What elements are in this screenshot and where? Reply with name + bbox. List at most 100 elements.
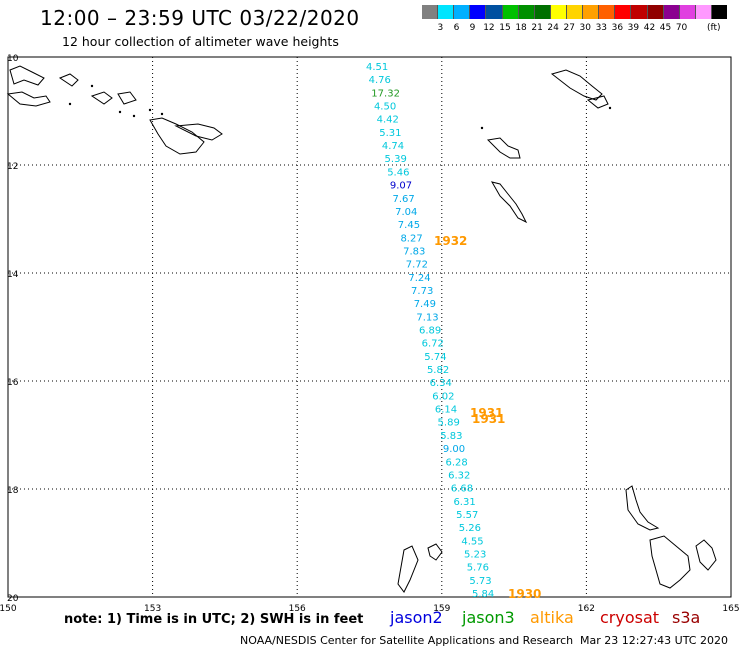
wave-height-reading: 7.67 — [393, 194, 415, 205]
wave-height-reading: 6.89 — [419, 326, 441, 337]
islet — [148, 108, 152, 112]
legend-swatch — [485, 5, 502, 19]
legend-tick-label: 3 — [437, 23, 444, 33]
satellite-label: s3a — [672, 608, 701, 627]
wave-height-reading: 7.72 — [406, 260, 428, 271]
legend-swatch — [614, 5, 631, 19]
wave-height-reading: 5.57 — [456, 510, 478, 521]
color-legend: (ft) 3 6 9 12 15 18 21 24 27 30 33 36 39 42 45 70 — [422, 5, 728, 38]
coastline — [6, 91, 51, 107]
legend-swatch — [437, 5, 454, 19]
legend-tick-label: 21 — [531, 23, 543, 33]
coastline — [58, 73, 79, 87]
legend-swatch — [533, 5, 550, 19]
coastline — [397, 545, 419, 593]
legend-swatch — [582, 5, 599, 19]
legend-tick-label: 33 — [595, 23, 608, 33]
wave-height-reading: 7.13 — [416, 312, 438, 323]
wave-height-reading: 5.31 — [379, 128, 401, 139]
islet — [160, 112, 164, 116]
wave-height-reading: 5.76 — [467, 563, 489, 574]
pass-time-marker: 1931 — [472, 412, 505, 426]
map-frame — [7, 56, 732, 598]
wave-height-reading: 5.26 — [459, 523, 481, 534]
wave-height-reading: 17.32 — [371, 88, 400, 99]
legend-tick-label: 42 — [643, 23, 656, 33]
lat-label: 10 — [7, 54, 19, 64]
lon-label: 150 — [0, 604, 17, 614]
coastline — [649, 535, 691, 589]
wave-height-reading: 6.72 — [422, 339, 444, 350]
wave-height-reading: 9.00 — [443, 444, 465, 455]
wave-height-reading: 4.50 — [374, 102, 396, 113]
wave-height-reading: 7.73 — [411, 286, 433, 297]
coastline — [149, 117, 205, 155]
legend-swatch — [678, 5, 695, 19]
islet — [608, 106, 612, 110]
wave-height-reading: 4.74 — [382, 141, 404, 152]
coastline — [586, 95, 609, 109]
wave-height-reading: 6.14 — [435, 405, 457, 416]
generated-timestamp: Mar 23 12:27:43 UTC 2020 — [580, 634, 728, 647]
coastline — [9, 65, 45, 86]
legend-swatch — [646, 5, 663, 19]
footer-note: note: 1) Time is in UTC; 2) SWH is in fe… — [64, 612, 364, 627]
legend-tick-label: 30 — [579, 23, 591, 33]
page-subtitle: 12 hour collection of altimeter wave hei… — [62, 34, 339, 49]
wave-height-reading: 6.32 — [448, 470, 470, 481]
coastline — [490, 181, 528, 224]
wave-height-reading: 5.46 — [387, 167, 409, 178]
pass-time-marker: 1931 — [470, 406, 503, 420]
wave-height-reading: 6.34 — [430, 378, 452, 389]
lon-label: 153 — [144, 604, 161, 614]
wave-height-reading: 7.49 — [414, 299, 436, 310]
pass-time-marker: 1932 — [434, 234, 467, 248]
legend-color-bar — [422, 5, 728, 19]
legend-tick-label: 36 — [611, 23, 624, 33]
legend-tick-label: 12 — [483, 23, 495, 33]
lon-label: 159 — [433, 604, 450, 614]
legend-tick-label: 24 — [547, 23, 559, 33]
wave-height-reading: 5.84 — [472, 589, 494, 600]
legend-tick-label: 70 — [675, 23, 688, 33]
lat-label: 20 — [7, 594, 19, 604]
wave-height-reading: 6.68 — [451, 484, 473, 495]
wave-height-reading: 4.51 — [366, 62, 388, 73]
legend-swatch — [710, 5, 728, 19]
legend-tick-label: 9 — [469, 23, 476, 33]
satellite-label: jason2 — [390, 608, 443, 627]
wave-height-reading: 5.23 — [464, 549, 486, 560]
legend-tick-label: 18 — [515, 23, 527, 33]
lon-label: 156 — [289, 604, 306, 614]
coastline — [695, 539, 717, 571]
legend-swatch — [517, 5, 534, 19]
coastline — [486, 137, 521, 159]
lat-label: 14 — [7, 270, 19, 280]
islet — [132, 114, 136, 118]
credit-text: NOAA/NESDIS Center for Satellite Applica… — [240, 634, 574, 647]
lon-label: 162 — [578, 604, 595, 614]
legend-swatch — [662, 5, 679, 19]
pass-time-marker: 1930 — [508, 587, 541, 601]
islet — [90, 84, 94, 88]
wave-height-reading: 5.74 — [424, 352, 446, 363]
coastline — [174, 123, 223, 141]
wave-height-reading: 6.02 — [432, 391, 454, 402]
wave-height-reading: 7.04 — [395, 207, 417, 218]
legend-swatch — [565, 5, 583, 19]
lat-label: 12 — [7, 162, 18, 172]
wave-height-reading: 4.55 — [461, 536, 483, 547]
wave-height-reading: 7.45 — [398, 220, 420, 231]
legend-swatch — [598, 5, 615, 19]
lat-label: 16 — [7, 378, 19, 388]
wave-height-reading: 7.83 — [403, 246, 425, 257]
wave-height-reading: 5.73 — [469, 576, 491, 587]
coastline — [550, 69, 603, 101]
legend-tick-label: 15 — [499, 23, 511, 33]
wave-height-reading: 6.31 — [453, 497, 475, 508]
legend-tick-label: 27 — [563, 23, 575, 33]
legend-swatch — [422, 5, 438, 19]
legend-tick-label: 45 — [659, 23, 672, 33]
satellite-label: jason3 — [462, 608, 515, 627]
